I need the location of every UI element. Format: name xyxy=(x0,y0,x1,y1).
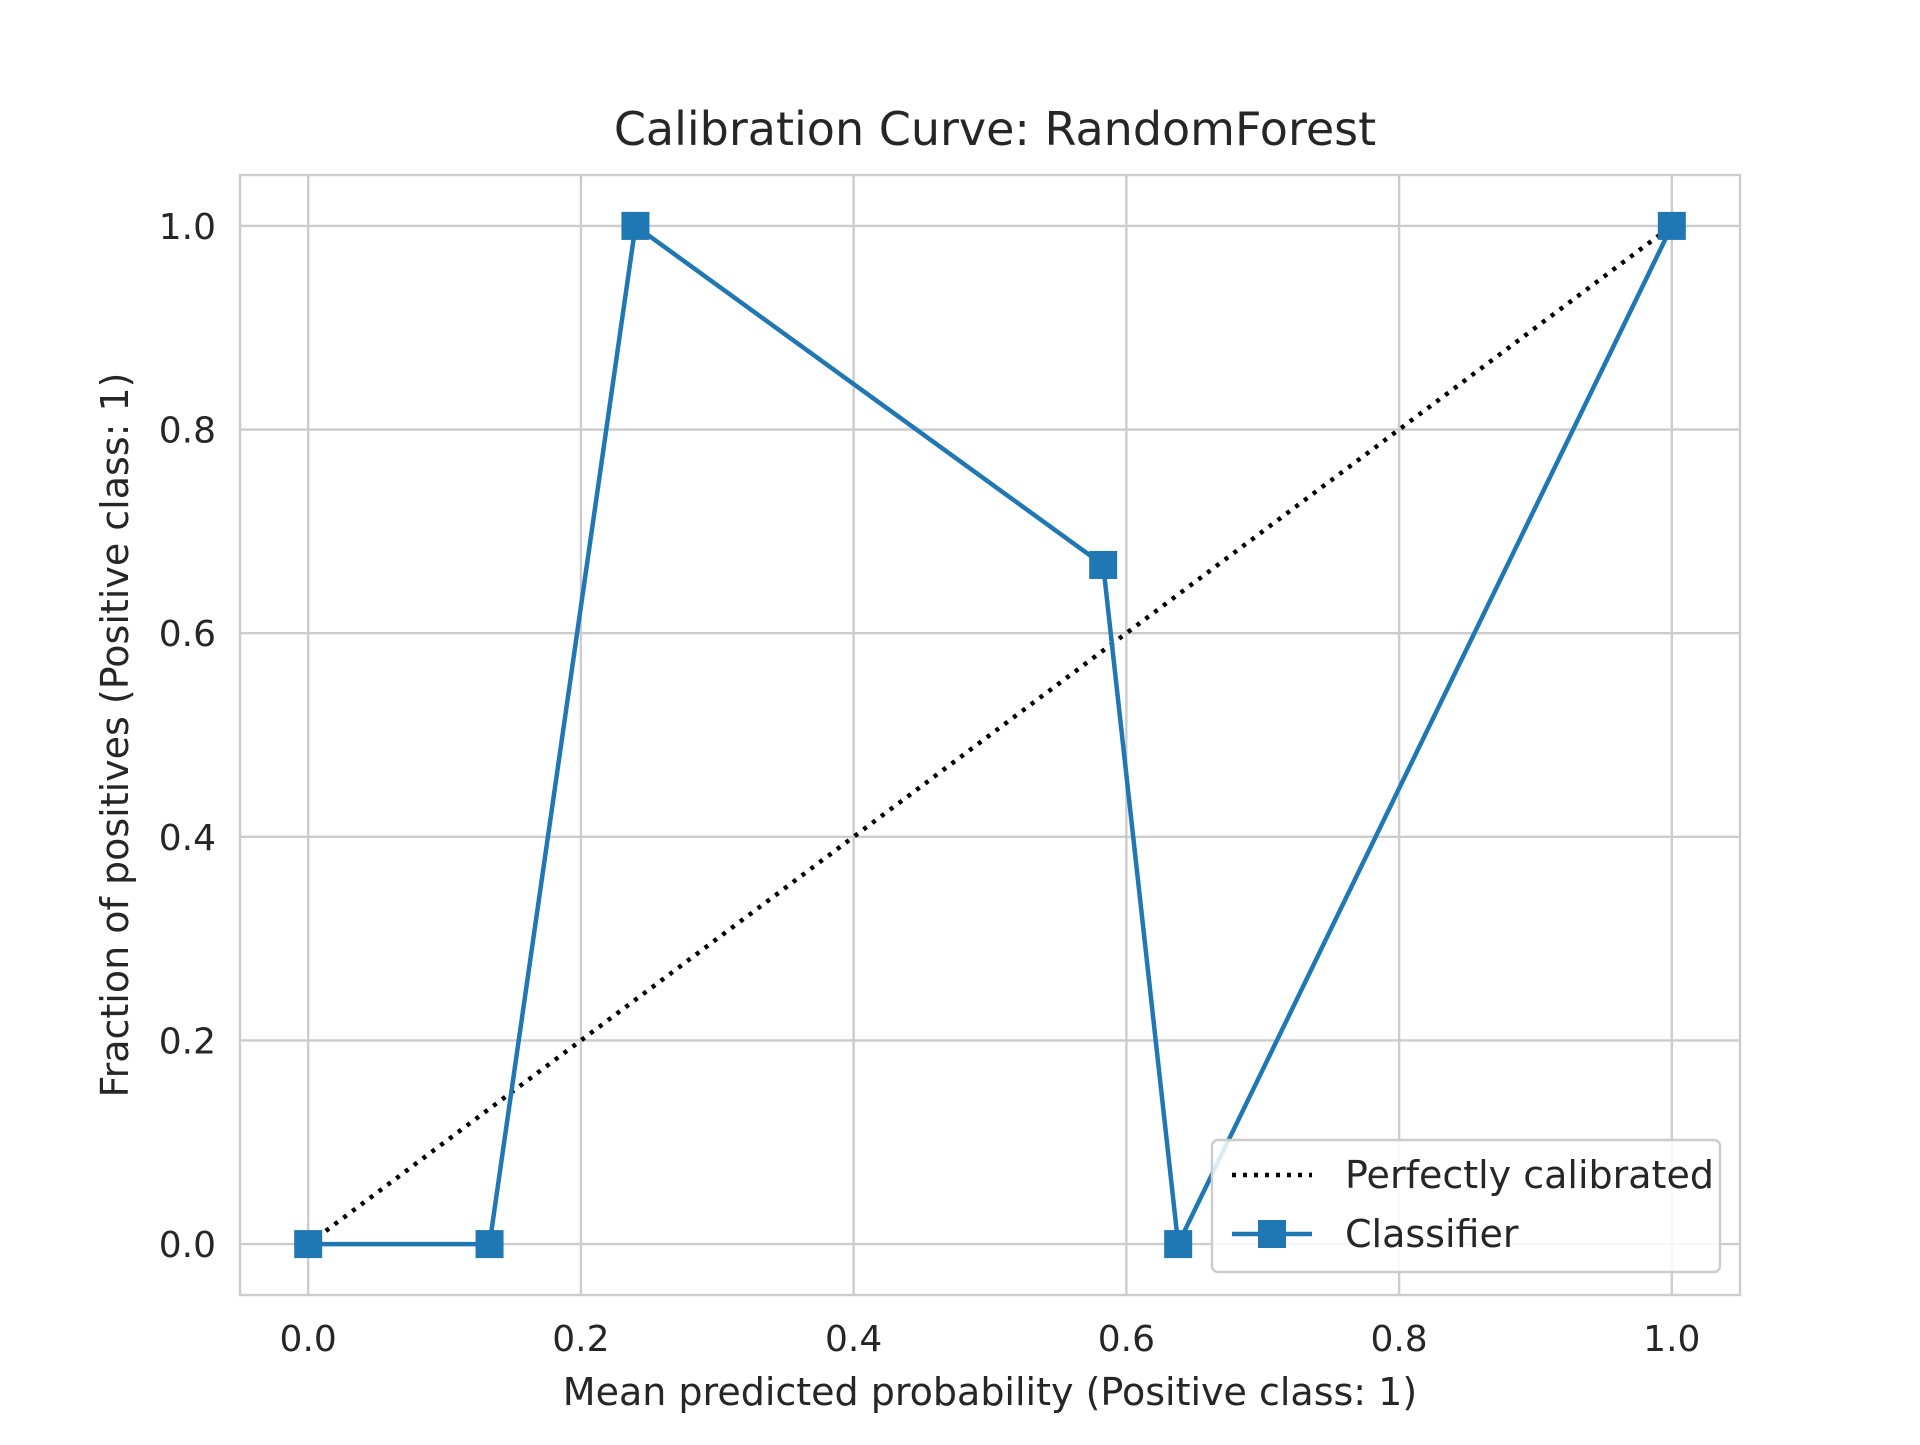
y-tick-label: 0.0 xyxy=(159,1225,216,1266)
x-tick-label: 0.4 xyxy=(825,1319,882,1360)
x-tick-label: 0.2 xyxy=(552,1319,609,1360)
y-tick-label: 1.0 xyxy=(159,207,216,248)
classifier-marker xyxy=(1089,550,1118,579)
classifier-line xyxy=(308,223,1674,1247)
x-tick-label: 0.8 xyxy=(1370,1319,1427,1360)
legend-label-perfect: Perfectly calibrated xyxy=(1345,1153,1714,1197)
y-tick-label: 0.2 xyxy=(159,1021,216,1062)
legend: Perfectly calibrated Classifier xyxy=(1210,1138,1722,1274)
y-axis-label: Fraction of positives (Positive class: 1… xyxy=(93,372,137,1097)
legend-marker-classifier xyxy=(1258,1220,1286,1248)
x-axis-label: Mean predicted probability (Positive cla… xyxy=(563,1370,1417,1414)
classifier-marker xyxy=(294,1230,323,1259)
classifier-marker xyxy=(1657,211,1686,240)
classifier-marker xyxy=(1164,1230,1193,1259)
x-tick-label: 0.0 xyxy=(280,1319,337,1360)
legend-label-classifier: Classifier xyxy=(1345,1212,1519,1256)
chart-title: Calibration Curve: RandomForest xyxy=(614,102,1376,156)
classifier-marker xyxy=(475,1230,504,1259)
x-tick-label: 1.0 xyxy=(1643,1319,1700,1360)
classifier-marker xyxy=(621,211,650,240)
x-tick-label: 0.6 xyxy=(1098,1319,1155,1360)
x-tick-labels: 0.0 0.2 0.4 0.6 0.8 1.0 xyxy=(280,1319,1701,1360)
perfectly-calibrated-line xyxy=(306,224,1674,1246)
series xyxy=(294,211,1686,1259)
y-tick-labels: 0.0 0.2 0.4 0.6 0.8 1.0 xyxy=(159,207,216,1266)
legend-box xyxy=(1210,1138,1722,1274)
y-tick-label: 0.8 xyxy=(159,411,216,452)
y-tick-label: 0.4 xyxy=(159,818,216,859)
y-tick-label: 0.6 xyxy=(159,614,216,655)
plot-frame xyxy=(238,173,1742,1297)
